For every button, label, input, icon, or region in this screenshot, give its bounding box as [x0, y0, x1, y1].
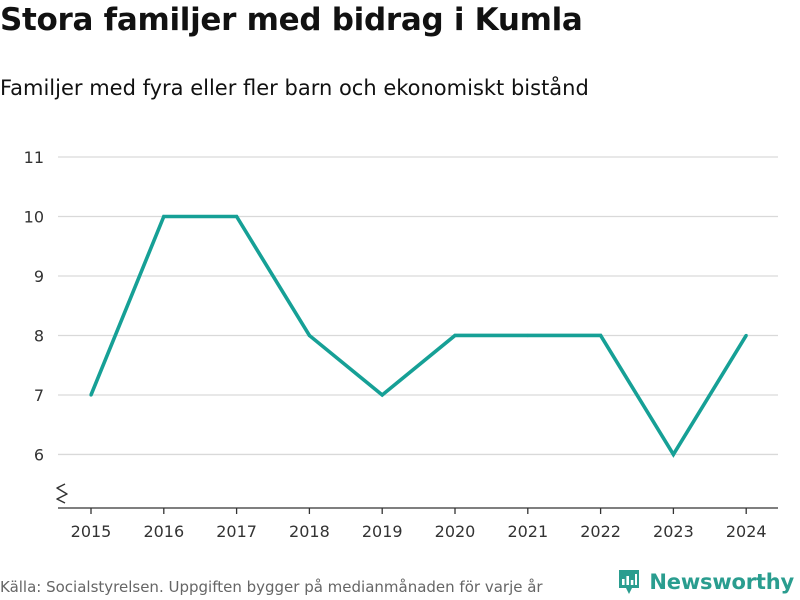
series [89, 214, 748, 458]
data-point [453, 333, 457, 338]
x-tick-label: 2019 [362, 522, 403, 541]
x-tick-label: 2018 [289, 522, 330, 541]
x-tick-label: 2015 [71, 522, 112, 541]
x-tick-label: 2022 [580, 522, 621, 541]
y-tick-label: 11 [24, 148, 44, 167]
x-axis-labels: 2015 2016 2017 2018 2019 2020 2021 2022 2023 2024 [71, 522, 767, 541]
y-tick-label: 7 [34, 386, 44, 405]
x-tick-label: 2021 [507, 522, 548, 541]
y-tick-label: 10 [24, 207, 44, 226]
axis-break-marker [56, 483, 68, 504]
newsworthy-chart-icon [619, 570, 640, 594]
x-tick-label: 2020 [435, 522, 476, 541]
x-tick-label: 2024 [726, 522, 767, 541]
data-point [744, 333, 748, 338]
data-point [671, 452, 676, 457]
brand-name: Newsworthy [649, 570, 794, 594]
gridlines [58, 156, 778, 456]
data-point [235, 214, 239, 219]
y-tick-label: 9 [34, 267, 44, 286]
data-point [526, 333, 530, 338]
series-line-0 [89, 214, 748, 458]
brand-logo: Newsworthy [617, 568, 794, 596]
x-axis [56, 483, 778, 514]
data-point [599, 333, 603, 338]
data-point [89, 393, 93, 397]
y-tick-label: 6 [34, 445, 44, 464]
data-point [307, 333, 311, 338]
x-tick-label: 2023 [653, 522, 694, 541]
source-note: Källa: Socialstyrelsen. Uppgiften bygger… [0, 578, 543, 596]
chart-subtitle: Familjer med fyra eller fler barn och ek… [0, 76, 589, 100]
data-point [380, 393, 384, 397]
y-axis-labels: 6 7 8 9 10 11 [24, 148, 44, 464]
x-tick-label: 2016 [143, 522, 184, 541]
y-tick-label: 8 [34, 326, 44, 345]
x-tick-label: 2017 [216, 522, 257, 541]
line-chart: 6 7 8 9 10 11 2015 2016 2017 2018 2019 2020 2021 202… [24, 148, 778, 541]
data-point [162, 214, 166, 219]
chart-title: Stora familjer med bidrag i Kumla [0, 2, 583, 38]
